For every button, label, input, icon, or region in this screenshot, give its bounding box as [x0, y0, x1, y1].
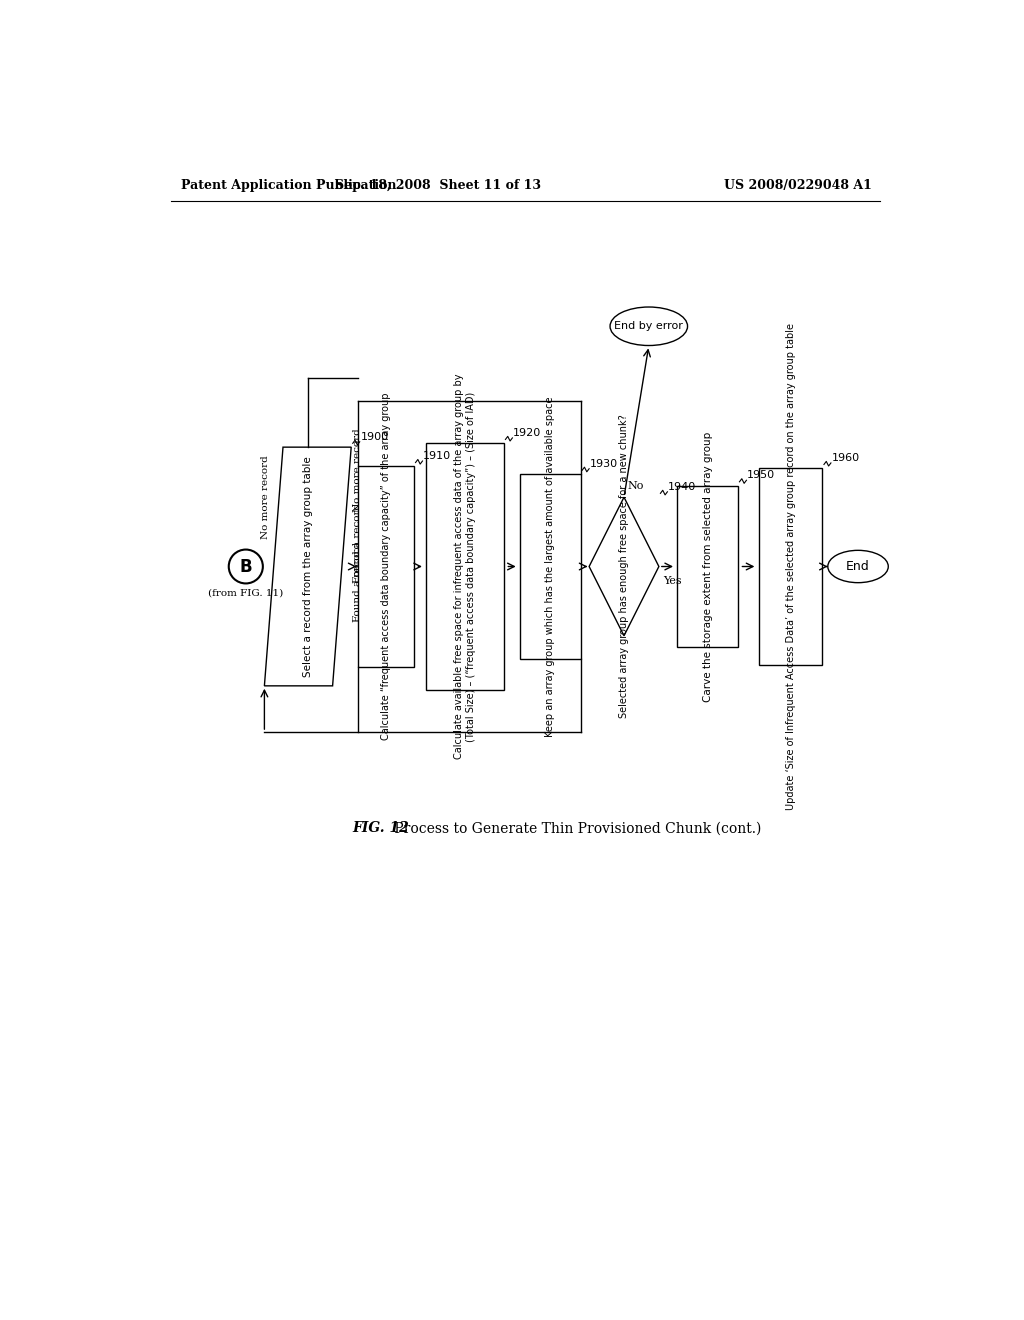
- Text: Patent Application Publication: Patent Application Publication: [180, 178, 396, 191]
- Text: 1910: 1910: [423, 451, 452, 461]
- Text: No: No: [628, 480, 644, 491]
- Text: 1940: 1940: [669, 482, 696, 492]
- Text: Selected array group has enough free space for a new chunk?: Selected array group has enough free spa…: [618, 414, 629, 718]
- Text: Yes: Yes: [663, 576, 681, 586]
- Text: US 2008/0229048 A1: US 2008/0229048 A1: [724, 178, 872, 191]
- Text: Calculate available free space for infrequent access data of the array group by
: Calculate available free space for infre…: [454, 374, 476, 759]
- Text: 1900: 1900: [360, 432, 389, 442]
- Text: FIG. 12: FIG. 12: [352, 821, 410, 836]
- Bar: [358, 466, 414, 667]
- Text: End: End: [846, 560, 870, 573]
- Text: End by error: End by error: [614, 321, 683, 331]
- Text: No more record: No more record: [352, 429, 361, 512]
- Polygon shape: [589, 498, 658, 636]
- Text: Keep an array group which has the largest amount of available space: Keep an array group which has the larges…: [546, 396, 555, 737]
- Text: Found a record: Found a record: [352, 541, 361, 622]
- Ellipse shape: [610, 308, 687, 346]
- Bar: [678, 486, 738, 647]
- Text: No more record: No more record: [261, 455, 270, 539]
- Text: Calculate “frequent access data boundary capacity” of the array group: Calculate “frequent access data boundary…: [381, 393, 391, 741]
- Text: Sep. 18, 2008  Sheet 11 of 13: Sep. 18, 2008 Sheet 11 of 13: [335, 178, 541, 191]
- Text: 1950: 1950: [748, 470, 775, 480]
- Circle shape: [228, 549, 263, 583]
- Text: B: B: [240, 557, 252, 576]
- Text: Select a record from the array group table: Select a record from the array group tab…: [303, 457, 312, 677]
- Bar: [759, 469, 822, 665]
- Text: Found a record: Found a record: [352, 503, 361, 583]
- Text: Process to Generate Thin Provisioned Chunk (cont.): Process to Generate Thin Provisioned Chu…: [390, 821, 761, 836]
- Bar: [426, 444, 504, 689]
- Text: 1930: 1930: [590, 459, 618, 469]
- Bar: [520, 474, 581, 659]
- Text: Carve the storage extent from selected array group: Carve the storage extent from selected a…: [702, 432, 713, 702]
- Text: (from FIG. 11): (from FIG. 11): [208, 589, 284, 597]
- Text: 1920: 1920: [513, 428, 542, 438]
- Text: Update ‘Size of Infrequent Access Data’ of the selected array group record on th: Update ‘Size of Infrequent Access Data’ …: [785, 323, 796, 810]
- Polygon shape: [264, 447, 351, 686]
- Text: 1960: 1960: [831, 453, 860, 463]
- Ellipse shape: [827, 550, 888, 582]
